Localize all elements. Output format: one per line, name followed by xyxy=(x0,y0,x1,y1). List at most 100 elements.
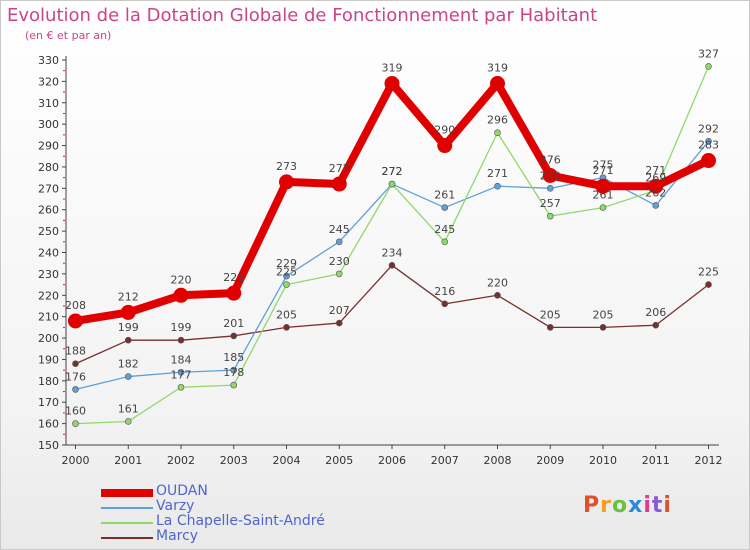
data-labels-marcy: 188 199 199 201 205 207 234 216 220 205 205 206 225 xyxy=(65,246,719,357)
y-tick-label: 170 xyxy=(38,396,59,409)
x-tick-label: 2005 xyxy=(325,454,353,467)
data-point xyxy=(279,174,294,190)
data-point xyxy=(494,182,501,190)
data-label: 188 xyxy=(65,345,86,358)
data-point xyxy=(72,420,79,427)
data-label: 245 xyxy=(434,223,455,236)
y-tick-label: 210 xyxy=(38,311,59,324)
data-label: 261 xyxy=(434,189,455,202)
series-la-chapelle-saint-andr- xyxy=(72,63,712,427)
data-label: 178 xyxy=(223,366,244,379)
data-label: 327 xyxy=(698,47,719,60)
y-tick-label: 270 xyxy=(38,182,59,195)
x-tick-label: 2009 xyxy=(536,454,564,467)
y-tick-label: 240 xyxy=(38,247,59,260)
legend-swatch xyxy=(101,489,153,497)
data-point xyxy=(490,76,505,92)
data-label: 160 xyxy=(65,405,86,418)
data-point xyxy=(494,129,501,137)
data-label: 230 xyxy=(329,255,350,268)
data-point xyxy=(388,180,396,188)
data-point xyxy=(124,418,132,425)
data-label: 208 xyxy=(65,299,86,312)
data-point xyxy=(542,168,558,183)
x-tick-label: 2010 xyxy=(589,454,617,467)
y-tick-label: 300 xyxy=(38,118,59,131)
data-label: 271 xyxy=(645,164,666,177)
y-tick-label: 160 xyxy=(38,418,59,431)
data-label: 257 xyxy=(540,197,561,210)
data-point xyxy=(177,368,185,376)
data-label: 271 xyxy=(593,164,614,177)
data-point xyxy=(173,287,189,303)
y-tick-label: 190 xyxy=(38,353,59,366)
data-label: 221 xyxy=(223,271,244,284)
y-tick-label: 230 xyxy=(38,268,59,281)
data-point xyxy=(72,360,79,368)
data-label: 205 xyxy=(593,308,614,321)
x-tick-label: 2006 xyxy=(378,454,406,467)
chart-subtitle: (en € et par an) xyxy=(25,29,112,42)
data-point xyxy=(648,178,664,194)
data-point xyxy=(441,300,449,308)
data-labels-oudan: 208 212 220 221 273 272 319 290 319 276 271 271 283 xyxy=(65,62,719,312)
x-tick-label: 2002 xyxy=(167,454,195,467)
data-point xyxy=(546,212,554,220)
y-tick-label: 330 xyxy=(38,54,59,67)
data-label: 161 xyxy=(118,402,139,415)
data-labels-varzy: 176 182 184 185 229 245 272 261 271 270 275 262 292 xyxy=(65,122,719,383)
data-point xyxy=(331,176,347,192)
data-label: 216 xyxy=(434,285,455,298)
data-point xyxy=(226,285,242,301)
data-label: 220 xyxy=(171,273,192,286)
data-label: 269 xyxy=(645,171,666,184)
data-label: 245 xyxy=(329,223,350,236)
data-point xyxy=(72,386,79,393)
data-label: 283 xyxy=(698,139,719,152)
data-label: 319 xyxy=(487,62,508,75)
data-point xyxy=(546,324,554,331)
data-point xyxy=(230,332,238,340)
data-point xyxy=(335,238,343,246)
series-marcy xyxy=(72,262,712,368)
data-label: 199 xyxy=(171,321,192,334)
y-tick-label: 180 xyxy=(38,375,59,388)
data-label: 225 xyxy=(276,266,297,279)
data-label: 234 xyxy=(382,246,403,259)
y-tick-label: 320 xyxy=(38,75,59,88)
data-label: 182 xyxy=(118,358,139,371)
y-tick-label: 280 xyxy=(38,161,59,174)
legend-swatch xyxy=(101,507,153,509)
data-point xyxy=(283,281,290,288)
series-oudan xyxy=(68,76,716,329)
legend-label: OUDAN xyxy=(156,483,208,499)
data-label: 272 xyxy=(382,165,403,178)
x-tick-label: 2011 xyxy=(642,454,670,467)
data-label: 229 xyxy=(276,257,297,270)
x-tick-label: 2008 xyxy=(484,454,512,467)
data-point xyxy=(595,178,611,194)
data-point xyxy=(705,281,712,288)
proxiti-logo: Proxiti xyxy=(583,493,672,518)
y-tick-label: 220 xyxy=(38,289,59,302)
data-label: 199 xyxy=(118,321,139,334)
data-point xyxy=(335,319,343,327)
data-label: 276 xyxy=(540,154,561,167)
data-point xyxy=(705,63,712,70)
data-point xyxy=(177,383,185,391)
data-label: 176 xyxy=(65,370,86,383)
data-point xyxy=(441,238,449,246)
data-point xyxy=(283,272,290,280)
x-tick-label: 2012 xyxy=(695,454,723,467)
data-point xyxy=(705,137,712,145)
x-tick-label: 2000 xyxy=(62,454,90,467)
chart-title: Evolution de la Dotation Globale de Fonc… xyxy=(7,5,598,26)
y-tick-label: 310 xyxy=(38,97,59,110)
data-label: 272 xyxy=(329,162,350,175)
data-point xyxy=(230,381,238,389)
data-label: 206 xyxy=(645,306,666,319)
data-label: 205 xyxy=(276,308,297,321)
data-label: 184 xyxy=(171,353,192,366)
data-point xyxy=(384,76,400,92)
legend-label: La Chapelle-Saint-André xyxy=(156,513,325,529)
